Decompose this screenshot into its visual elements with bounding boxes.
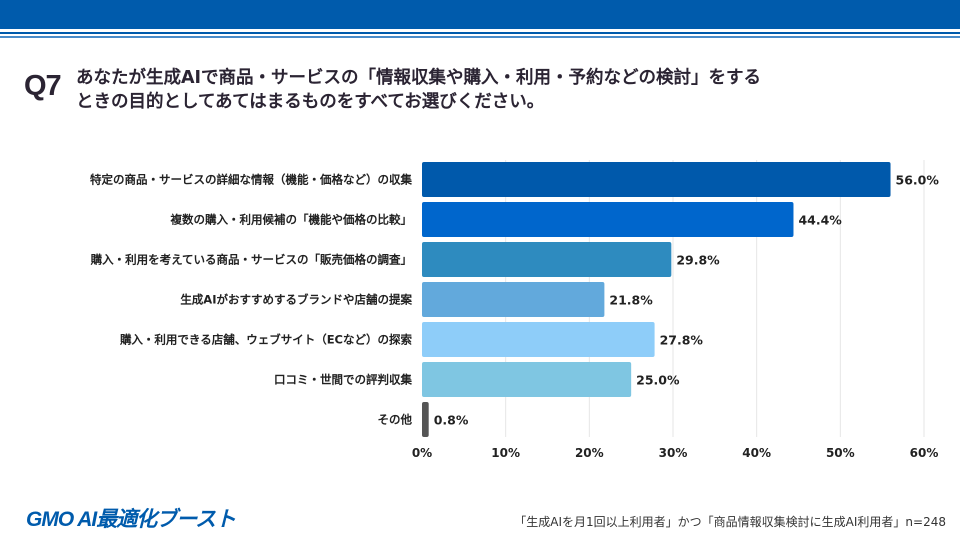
category-label: 複数の購入・利用候補の「機能や価格の比較」 bbox=[170, 213, 413, 227]
x-tick-label: 50% bbox=[826, 446, 855, 460]
category-label: 生成AIがおすすめするブランドや店舗の提案 bbox=[180, 293, 412, 307]
x-tick-label: 10% bbox=[491, 446, 520, 460]
value-label: 56.0% bbox=[896, 173, 940, 188]
header-band bbox=[0, 0, 960, 29]
bar bbox=[422, 242, 672, 277]
category-label: 購入・利用できる店舗、ウェブサイト（ECなど）の探索 bbox=[119, 333, 413, 347]
brand-logo: GMO AI最適化ブースト bbox=[26, 508, 236, 531]
x-tick-label: 20% bbox=[575, 446, 604, 460]
title-line-1: あなたが生成AIで商品・サービスの「情報収集や購入・利用・予約などの検討」をする bbox=[76, 68, 762, 88]
value-label: 29.8% bbox=[676, 253, 720, 268]
x-tick-label: 30% bbox=[659, 446, 688, 460]
bar bbox=[422, 162, 891, 197]
category-label: 口コミ・世間での評判収集 bbox=[274, 373, 412, 387]
value-label: 21.8% bbox=[609, 293, 653, 308]
question-title: あなたが生成AIで商品・サービスの「情報収集や購入・利用・予約などの検討」をする… bbox=[76, 66, 761, 114]
x-tick-label: 0% bbox=[412, 446, 432, 460]
sample-note: 「生成AIを月1回以上利用者」かつ「商品情報収集検討に生成AI利用者」n=248 bbox=[514, 515, 946, 529]
value-label: 27.8% bbox=[660, 333, 704, 348]
category-label: 特定の商品・サービスの詳細な情報（機能・価格など）の収集 bbox=[90, 173, 412, 187]
x-tick-label: 40% bbox=[742, 446, 771, 460]
title-line-2: ときの目的としてあてはまるものをすべてお選びください。 bbox=[76, 92, 545, 112]
category-label: 購入・利用を考えている商品・サービスの「販売価格の調査」 bbox=[90, 253, 412, 267]
value-label: 25.0% bbox=[636, 373, 680, 388]
question-number: Q7 bbox=[24, 70, 62, 102]
header-rule-light bbox=[0, 36, 960, 38]
x-tick-label: 60% bbox=[910, 446, 939, 460]
bar bbox=[422, 402, 429, 437]
value-label: 44.4% bbox=[798, 213, 842, 228]
value-label: 0.8% bbox=[434, 413, 469, 428]
bar bbox=[422, 202, 794, 237]
bar bbox=[422, 282, 605, 317]
bar bbox=[422, 362, 632, 397]
header-rule bbox=[0, 32, 960, 34]
bar bbox=[422, 322, 655, 357]
category-label: その他 bbox=[378, 413, 413, 427]
